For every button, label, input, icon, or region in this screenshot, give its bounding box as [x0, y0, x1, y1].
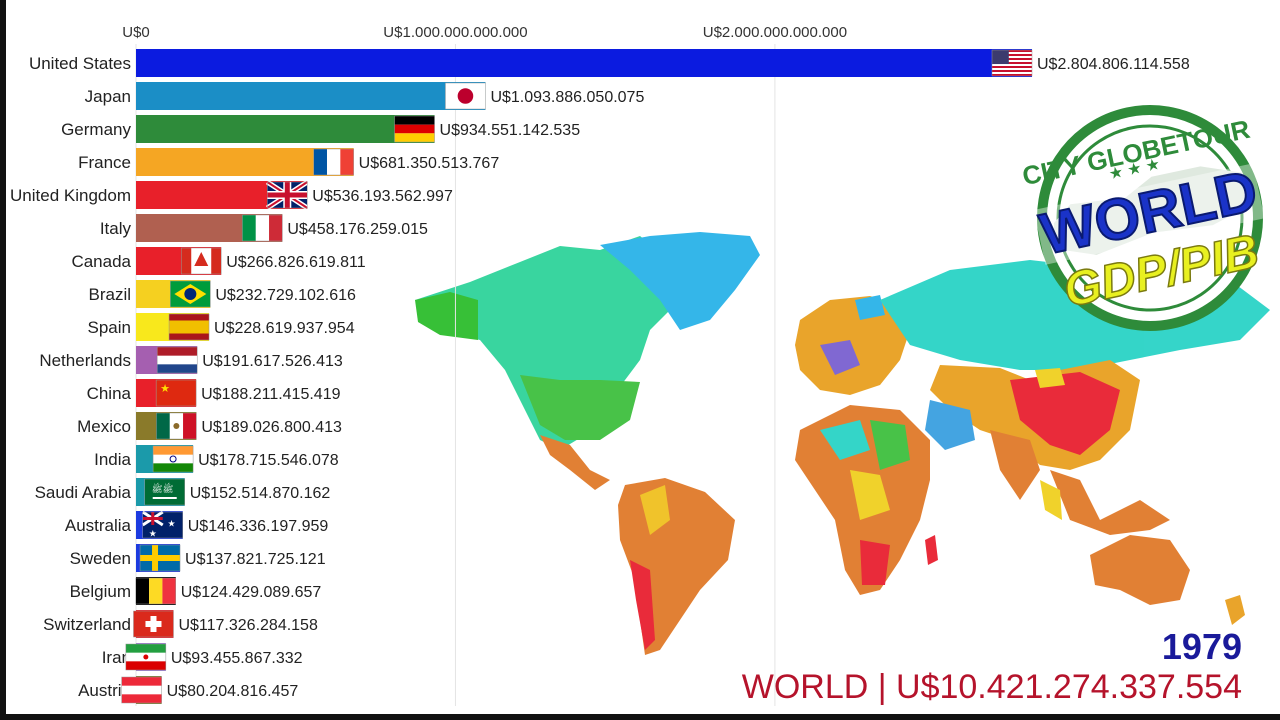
- category-label: Iran: [102, 648, 131, 667]
- in-flag-icon: [152, 445, 194, 473]
- bar-row-at: Austria U$80.204.816.457: [78, 676, 298, 704]
- value-label: U$124.429.089.657: [181, 584, 322, 601]
- category-label: China: [87, 384, 132, 403]
- es-flag-icon: [168, 313, 210, 341]
- frame-bottom-border: [0, 714, 1280, 720]
- value-label: U$934.551.142.535: [440, 122, 581, 139]
- category-label: Canada: [71, 252, 131, 271]
- be-flag-icon: [135, 577, 176, 605]
- category-label: Australia: [65, 516, 132, 535]
- br-flag-icon: [170, 280, 211, 308]
- mx-flag-icon: [156, 412, 197, 440]
- category-label: Italy: [100, 219, 132, 238]
- category-label: Netherlands: [39, 351, 131, 370]
- bar-row-nl: Netherlands U$191.617.526.413: [39, 346, 343, 374]
- bar-row-be: Belgium U$124.429.089.657: [70, 577, 322, 605]
- value-label: U$1.093.886.050.075: [490, 89, 644, 106]
- value-label: U$178.715.546.078: [198, 452, 339, 469]
- se-flag-icon: [139, 544, 181, 572]
- world-total-label: WORLD | U$10.421.274.337.554: [741, 668, 1242, 706]
- bar-row-it: Italy U$458.176.259.015: [100, 214, 428, 242]
- at-flag-icon: [121, 676, 162, 704]
- bar: [136, 82, 486, 110]
- bar-row-in: India U$178.715.546.078: [94, 445, 339, 473]
- value-label: U$228.619.937.954: [214, 320, 355, 337]
- frame-left-border: [0, 0, 6, 720]
- svg-text:★: ★: [168, 518, 176, 528]
- ir-flag-icon: [125, 643, 167, 671]
- ca-flag-icon: [180, 247, 222, 275]
- category-label: Mexico: [77, 417, 131, 436]
- category-label: France: [78, 153, 131, 172]
- bar-row-cn: China ★ U$188.211.415.419: [87, 379, 341, 407]
- bar-row-es: Spain U$228.619.937.954: [88, 313, 355, 341]
- category-label: Austria: [78, 681, 131, 700]
- bar: [136, 49, 1032, 77]
- value-label: U$117.326.284.158: [178, 617, 317, 634]
- de-flag-icon: [394, 115, 435, 143]
- it-flag-icon: [242, 214, 283, 242]
- category-label: Belgium: [70, 582, 131, 601]
- bar-row-ir: Iran U$93.455.867.332: [102, 643, 303, 671]
- value-label: U$266.826.619.811: [226, 254, 365, 271]
- x-tick-label: U$2.000.000.000.000: [703, 24, 847, 41]
- category-label: Switzerland: [43, 615, 131, 634]
- value-label: U$458.176.259.015: [287, 221, 428, 238]
- bar-row-ca: Canada U$266.826.619.811: [71, 247, 366, 275]
- bar-row-de: Germany U$934.551.142.535: [61, 115, 580, 143]
- bar: [136, 115, 435, 143]
- cn-flag-icon: ★: [155, 379, 197, 407]
- bar-row-mx: Mexico U$189.026.800.413: [77, 412, 342, 440]
- bar-row-br: Brazil U$232.729.102.616: [88, 280, 356, 308]
- bar-row-jp: Japan U$1.093.886.050.075: [85, 82, 644, 110]
- value-label: U$80.204.816.457: [167, 683, 299, 700]
- category-label: Saudi Arabia: [35, 483, 132, 502]
- bar-row-sa: Saudi Arabia ﷺﷺ U$152.514.870.162: [35, 478, 331, 506]
- fr-flag-icon: [313, 148, 354, 176]
- value-label: U$93.455.867.332: [171, 650, 303, 667]
- value-label: U$146.336.197.959: [188, 518, 329, 535]
- bar-row-fr: France U$681.350.513.767: [78, 148, 499, 176]
- value-label: U$189.026.800.413: [201, 419, 342, 436]
- world-map-image: [415, 232, 1270, 655]
- value-label: U$2.804.806.114.558: [1037, 56, 1190, 73]
- category-label: Japan: [85, 87, 131, 106]
- jp-flag-icon: [445, 82, 486, 110]
- bars-group: United States U$2.804.806.114.558 Japan U$1…: [10, 49, 1190, 704]
- us-flag-icon: [991, 49, 1033, 77]
- bar-row-gb: United Kingdom U$536.193.562.997: [10, 179, 453, 211]
- category-label: United States: [29, 54, 131, 73]
- au-flag-icon: ★★: [141, 510, 183, 539]
- sa-flag-icon: ﷺﷺ: [144, 478, 185, 506]
- category-label: Germany: [61, 120, 131, 139]
- category-label: United Kingdom: [10, 186, 131, 205]
- ch-flag-icon: [133, 610, 174, 638]
- category-label: Sweden: [70, 549, 131, 568]
- value-label: U$137.821.725.121: [185, 551, 326, 568]
- nl-flag-icon: [156, 346, 198, 374]
- svg-text:★: ★: [160, 383, 170, 395]
- x-tick-label: U$0: [122, 24, 150, 41]
- bar-row-ch: Switzerland U$117.326.284.158: [43, 610, 318, 638]
- gb-flag-icon: [265, 179, 309, 211]
- value-label: U$188.211.415.419: [201, 386, 340, 403]
- category-label: India: [94, 450, 131, 469]
- year-label: 1979: [1161, 626, 1242, 667]
- bar-row-au: Australia ★★ U$146.336.197.959: [65, 510, 329, 539]
- svg-text:ﷺﷺ: ﷺﷺ: [152, 482, 174, 494]
- value-label: U$232.729.102.616: [215, 287, 356, 304]
- value-label: U$152.514.870.162: [190, 485, 331, 502]
- value-label: U$536.193.562.997: [312, 188, 453, 205]
- bar-row-se: Sweden U$137.821.725.121: [70, 544, 326, 572]
- category-label: Brazil: [88, 285, 131, 304]
- category-label: Spain: [88, 318, 131, 337]
- svg-text:★: ★: [149, 529, 157, 539]
- value-label: U$681.350.513.767: [359, 155, 500, 172]
- value-label: U$191.617.526.413: [202, 353, 343, 370]
- x-tick-label: U$1.000.000.000.000: [383, 24, 527, 41]
- bar-row-us: United States U$2.804.806.114.558: [29, 49, 1190, 77]
